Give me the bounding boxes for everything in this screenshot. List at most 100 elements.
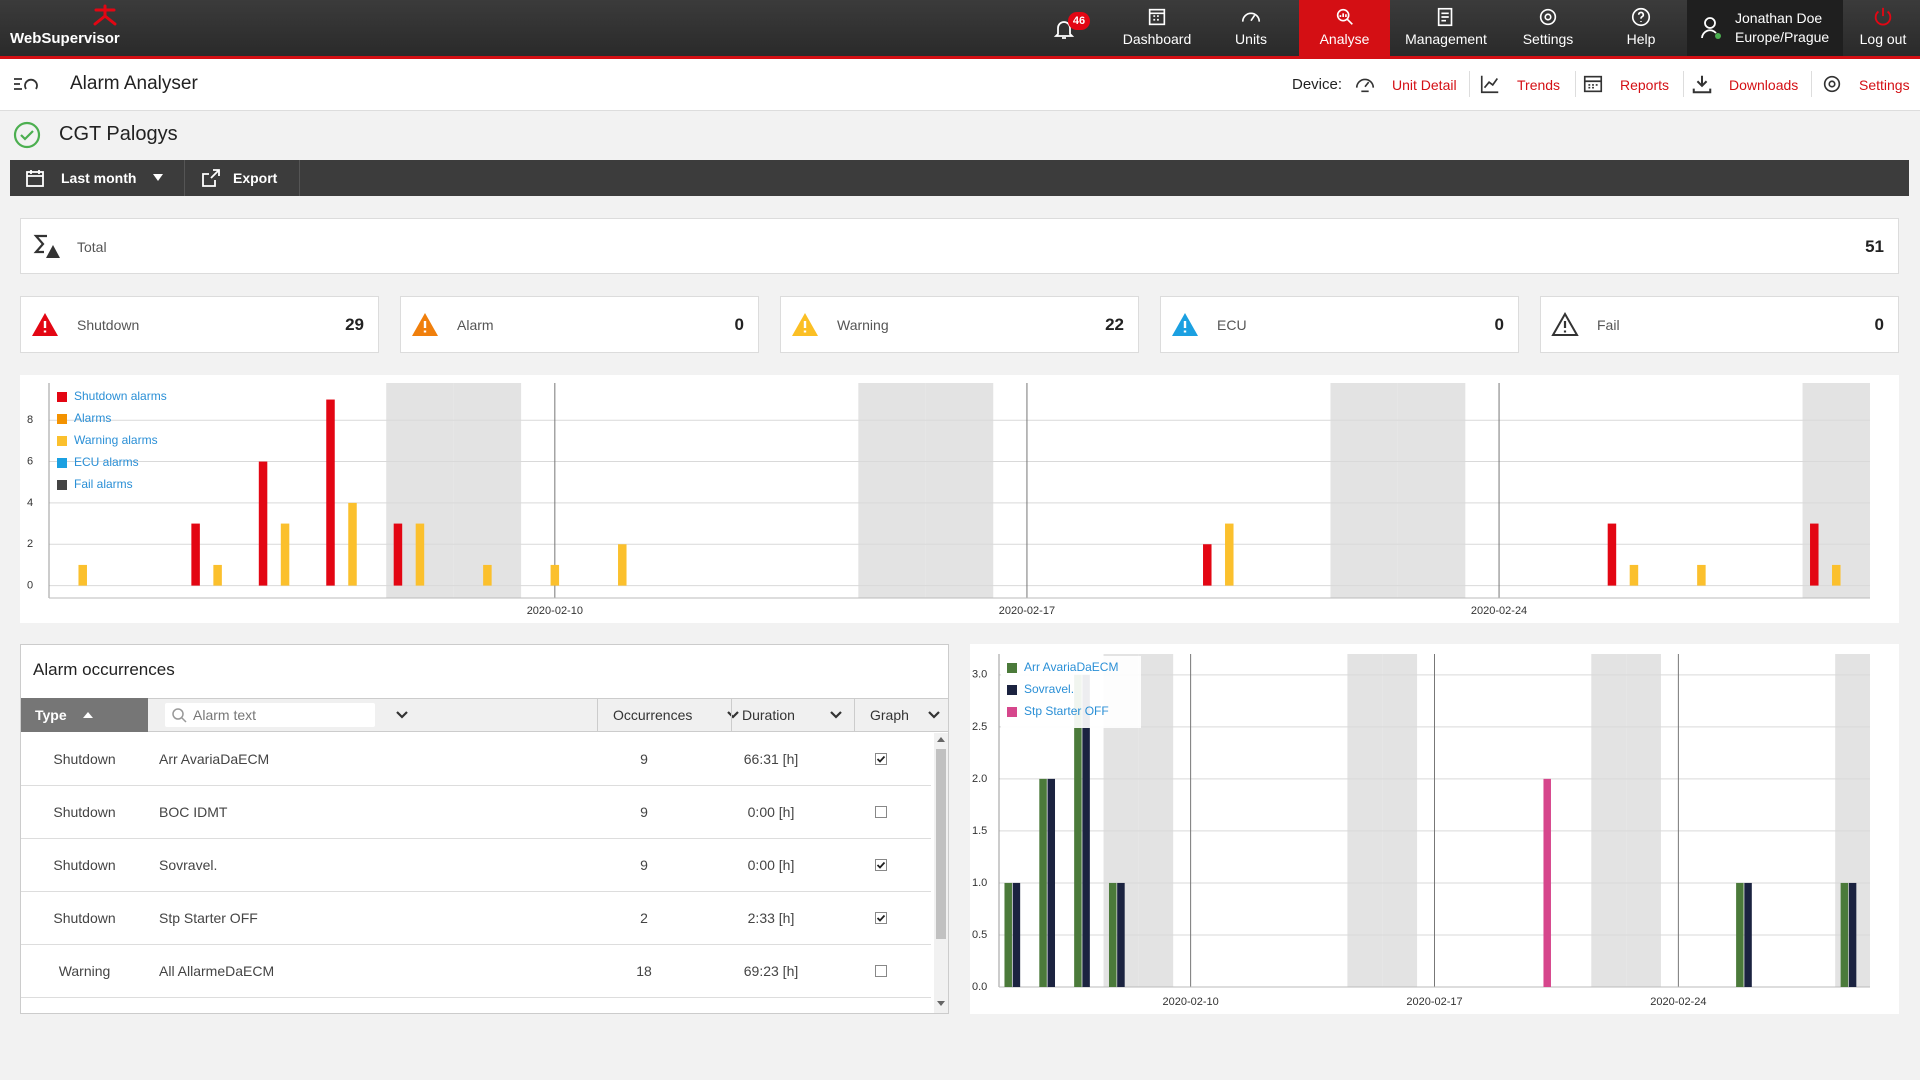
logo-icon (93, 4, 117, 26)
logo-mark (93, 4, 117, 26)
weekend-band (1382, 654, 1418, 987)
column-separator (731, 698, 732, 732)
bar (258, 461, 268, 586)
stat-label: Fail (1597, 317, 1620, 333)
logo[interactable]: WebSupervisor (10, 30, 120, 47)
bar (1736, 882, 1744, 987)
icon (1631, 7, 1651, 27)
power-icon (1874, 7, 1892, 26)
bar (1832, 564, 1841, 586)
graph-checkbox[interactable] (875, 965, 887, 977)
status-icon (13, 121, 41, 149)
nav-label: Help (1626, 31, 1656, 47)
alarm-text-cell: All AllarmeDaECM (159, 963, 275, 979)
icon-part (1149, 12, 1165, 21)
stat-card: ECU 0 (1160, 296, 1519, 353)
legend-label: Shutdown alarms (74, 389, 167, 403)
icon-part (875, 965, 887, 977)
stat-card: Warning 22 (780, 296, 1139, 353)
separator (1469, 71, 1470, 97)
scrollbar-thumb[interactable] (936, 749, 946, 939)
graph-checkbox[interactable] (875, 859, 887, 871)
icon-part (1355, 78, 1375, 88)
device-link[interactable]: Settings (1859, 77, 1910, 93)
user-body (1701, 29, 1717, 39)
icon-part (876, 914, 886, 922)
column-header[interactable]: Occurrences (613, 707, 693, 723)
user-timezone: Europe/Prague (1735, 29, 1830, 45)
stat-label: ECU (1217, 317, 1247, 333)
x-tick-label: 2020-02-17 (1406, 996, 1462, 1008)
calendar-icon (26, 170, 44, 187)
icon (1336, 8, 1353, 25)
nav-item[interactable]: Units (1205, 0, 1297, 56)
bar (1012, 882, 1021, 987)
device-link[interactable]: Downloads (1729, 77, 1799, 93)
column-header[interactable]: Duration (742, 707, 795, 723)
bar (1629, 564, 1639, 586)
nav-item[interactable]: Management (1395, 0, 1497, 56)
icon-part (1584, 80, 1602, 89)
nav-item[interactable]: Dashboard (1111, 0, 1203, 56)
separator (1575, 71, 1576, 97)
logout[interactable]: Log out (1846, 0, 1920, 56)
graph-checkbox[interactable] (875, 753, 887, 765)
icon-part (875, 753, 887, 765)
device-link[interactable]: Unit Detail (1392, 77, 1457, 93)
icon (1539, 8, 1557, 26)
alarm-text-cell: BOC IDMT (159, 804, 228, 820)
nav-label: Management (1405, 31, 1487, 47)
bar (1082, 674, 1090, 987)
alarm-chart: 0 2 4 6 8 2020-02-10 2020-02-17 2020-02-24 Shutd… (27, 383, 1870, 617)
logout-label: Log out (1859, 31, 1907, 47)
nav-item[interactable]: Analyse (1299, 0, 1390, 56)
period-selector[interactable]: Last month (10, 160, 185, 196)
bar (1848, 882, 1857, 987)
icon (1172, 313, 1198, 336)
legend-label: ECU alarms (74, 455, 139, 469)
icon-part (1544, 13, 1552, 21)
nav-item[interactable]: Help (1595, 0, 1687, 56)
sub-bar: Alarm Analyser Device: Unit Detail Trends… (0, 59, 1920, 111)
x-tick-label: 2020-02-24 (1471, 605, 1527, 617)
occurrences-cell: 18 (636, 963, 652, 979)
export-button[interactable]: Export (185, 160, 300, 196)
period-label: Last month (61, 170, 137, 186)
x-tick-label: 2020-02-10 (1162, 996, 1218, 1008)
search-box[interactable]: Alarm text (165, 703, 375, 727)
analyser-icon[interactable] (12, 73, 38, 95)
icon-part (876, 755, 886, 763)
stat-value: 29 (345, 315, 364, 334)
weekend-band (1626, 654, 1661, 987)
nav-label: Analyse (1319, 31, 1370, 47)
weekend-band (1397, 383, 1466, 598)
sort-header[interactable]: Type (21, 698, 148, 732)
bell-icon[interactable] (1052, 17, 1076, 41)
legend-swatch (1007, 685, 1017, 695)
icon (1148, 8, 1166, 26)
separator (1683, 71, 1684, 97)
icon-part (1241, 12, 1261, 22)
user-panel[interactable]: Jonathan Doe Europe/Prague (1687, 0, 1843, 56)
bar (1004, 882, 1012, 987)
icon-part (1828, 80, 1836, 88)
device-link[interactable]: Trends (1517, 77, 1561, 93)
device-link[interactable]: Reports (1620, 77, 1670, 93)
icon-part (937, 737, 945, 742)
icon-part (1539, 8, 1557, 26)
nav-item[interactable]: Settings (1502, 0, 1594, 56)
graph-checkbox[interactable] (875, 806, 887, 818)
column-header[interactable]: Graph (870, 707, 909, 723)
type-cell: Shutdown (53, 804, 116, 820)
icon-part (1583, 75, 1603, 93)
icon-part (83, 712, 93, 718)
occurrences-cell: 9 (640, 857, 648, 873)
duration-cell: 0:00 [h] (747, 804, 795, 820)
graph-checkbox[interactable] (875, 912, 887, 924)
icon (937, 1001, 945, 1006)
notification-badge: 46 (1068, 12, 1090, 30)
icon (792, 313, 818, 336)
column-separator (597, 698, 598, 732)
unit-name: CGT Palogys (59, 123, 178, 145)
